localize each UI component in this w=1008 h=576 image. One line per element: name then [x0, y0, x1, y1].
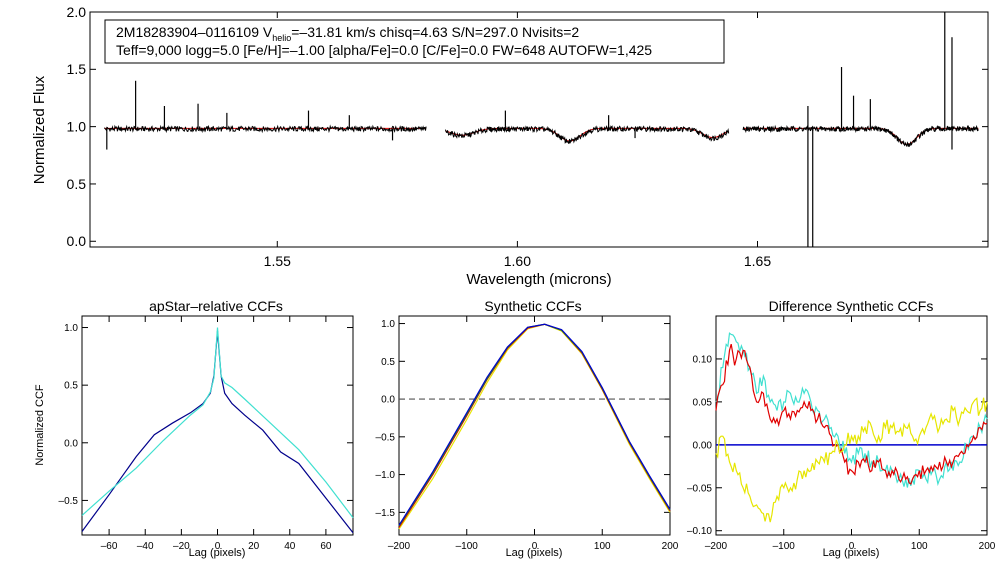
- y-tick-label: 2.0: [67, 4, 87, 20]
- y-tick-label: 0.5: [67, 176, 87, 192]
- difference-ccf-xlabel: Lag (pixels): [823, 547, 880, 559]
- synthetic-ccf-panel: Synthetic CCFs –200 –100 0 100 200 –1.5 –1.0 –0…: [376, 298, 679, 559]
- info-box: [104, 19, 725, 64]
- spectrum-ylabel: Normalized Flux: [31, 75, 48, 184]
- difference-ccf-title: Difference Synthetic CCFs: [769, 298, 934, 314]
- x-tick-label: –200: [388, 541, 411, 552]
- y-tick-label: –0.10: [687, 526, 712, 537]
- ccf-series-line: [398, 323, 671, 526]
- y-tick-label: –0.5: [59, 496, 79, 507]
- x-tick-label: 1.65: [744, 253, 771, 269]
- info-line-1: 2M18283904–0116109 Vhelio=–31.81 km/s ch…: [116, 24, 579, 43]
- y-tick-label: –0.5: [376, 432, 396, 443]
- y-tick-label: 1.0: [381, 319, 395, 330]
- y-tick-label: 0.05: [693, 397, 713, 408]
- info-line-1-suffix: =–31.81 km/s chisq=4.63 S/N=297.0 Nvisit…: [291, 24, 579, 40]
- x-tick-label: –40: [137, 541, 154, 552]
- ccf-series-line: [715, 332, 988, 488]
- y-tick-label: 0.0: [381, 395, 395, 406]
- y-tick-label: –0.05: [687, 483, 712, 494]
- x-tick-label: 20: [248, 541, 260, 552]
- apstar-ccf-series: [81, 327, 354, 534]
- difference-ccf-panel: Difference Synthetic CCFs –200 –100 0 100 20…: [687, 298, 996, 559]
- synthetic-ccf-series: [398, 323, 671, 530]
- x-tick-label: 0: [849, 541, 855, 552]
- apstar-ccf-axes: –60 –40 –20 0 20 40 60 –0.5 0.0 0.5 1.0: [59, 316, 353, 552]
- ccf-series-line: [398, 323, 671, 530]
- y-tick-label: 1.5: [67, 61, 87, 77]
- x-tick-label: 0: [215, 541, 221, 552]
- y-tick-label: 0.0: [64, 438, 78, 449]
- x-tick-label: 60: [320, 541, 332, 552]
- synthetic-ccf-title: Synthetic CCFs: [484, 298, 581, 314]
- y-tick-label: –1.0: [376, 470, 396, 481]
- x-tick-label: 0: [532, 541, 538, 552]
- difference-ccf-frame: [715, 315, 988, 536]
- apstar-ccf-ylabel: Normalized CCF: [34, 384, 46, 466]
- spectrum-panel: 1.55 1.60 1.65 0.0 0.5 1.0 1.5 2.0 Wavelength (…: [31, 4, 989, 288]
- info-line-2: Teff=9,000 logg=5.0 [Fe/H]=–1.00 [alpha/…: [116, 42, 652, 58]
- y-tick-label: –1.5: [376, 508, 396, 519]
- y-tick-label: 0.00: [693, 440, 713, 451]
- synthetic-ccf-xlabel: Lag (pixels): [506, 547, 563, 559]
- x-tick-label: –20: [173, 541, 190, 552]
- difference-ccf-series: [715, 332, 988, 523]
- ccf-series-line: [715, 397, 988, 523]
- x-tick-label: –100: [773, 541, 796, 552]
- x-tick-label: –100: [456, 541, 479, 552]
- x-tick-label: 1.60: [504, 253, 531, 269]
- ccf-series-line: [81, 330, 354, 534]
- info-line-1-subscript: helio: [272, 33, 291, 43]
- synthetic-ccf-axes: –200 –100 0 100 200 –1.5 –1.0 –0.5 0.0 0.5 1.0: [376, 316, 679, 552]
- x-tick-label: 200: [979, 541, 996, 552]
- info-line-1-prefix: 2M18283904–0116109 V: [116, 24, 273, 40]
- x-tick-label: –200: [705, 541, 728, 552]
- observed-spectrum-line: [103, 124, 427, 134]
- ccf-series-line: [398, 323, 671, 528]
- y-tick-label: 0.0: [67, 233, 87, 249]
- y-tick-label: 0.10: [693, 354, 713, 365]
- difference-ccf-axes: –200 –100 0 100 200 –0.10 –0.05 0.00 0.05 0.10: [687, 316, 996, 552]
- y-tick-label: 1.0: [64, 323, 78, 334]
- ccf-series-line: [81, 327, 354, 519]
- x-tick-label: –60: [101, 541, 118, 552]
- apstar-ccf-xlabel: Lag (pixels): [189, 547, 246, 559]
- x-tick-label: 100: [594, 541, 611, 552]
- x-tick-label: 1.55: [264, 253, 291, 269]
- ccf-series-line: [398, 323, 671, 527]
- spectrum-axes: 1.55 1.60 1.65 0.0 0.5 1.0 1.5 2.0: [67, 4, 988, 269]
- apstar-ccf-frame: [81, 315, 354, 536]
- observed-spectrum-line: [444, 125, 730, 144]
- apstar-ccf-title: apStar–relative CCFs: [149, 298, 283, 314]
- spectrum-series: [103, 12, 979, 247]
- x-tick-label: 100: [911, 541, 928, 552]
- y-tick-label: 0.5: [64, 381, 78, 392]
- x-tick-label: 200: [662, 541, 679, 552]
- spectrum-frame: [89, 11, 989, 248]
- synthetic-ccf-frame: [398, 315, 671, 536]
- spectrum-xlabel: Wavelength (microns): [466, 271, 611, 288]
- ccf-series-line: [715, 343, 988, 485]
- y-tick-label: 1.0: [67, 119, 87, 135]
- apstar-ccf-panel: apStar–relative CCFs –60 –40 –20 0 20 40 60 –0.…: [34, 298, 354, 559]
- y-tick-label: 0.5: [381, 357, 395, 368]
- x-tick-label: 40: [284, 541, 296, 552]
- observed-spectrum-line: [742, 124, 979, 148]
